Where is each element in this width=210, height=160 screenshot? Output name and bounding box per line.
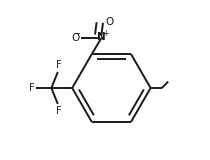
Text: F: F <box>56 106 61 116</box>
Text: O: O <box>105 17 113 27</box>
Text: F: F <box>56 60 61 70</box>
Text: −: − <box>73 30 80 39</box>
Text: +: + <box>103 29 109 38</box>
Text: F: F <box>29 83 35 93</box>
Text: N: N <box>97 32 106 42</box>
Text: O: O <box>72 33 80 43</box>
